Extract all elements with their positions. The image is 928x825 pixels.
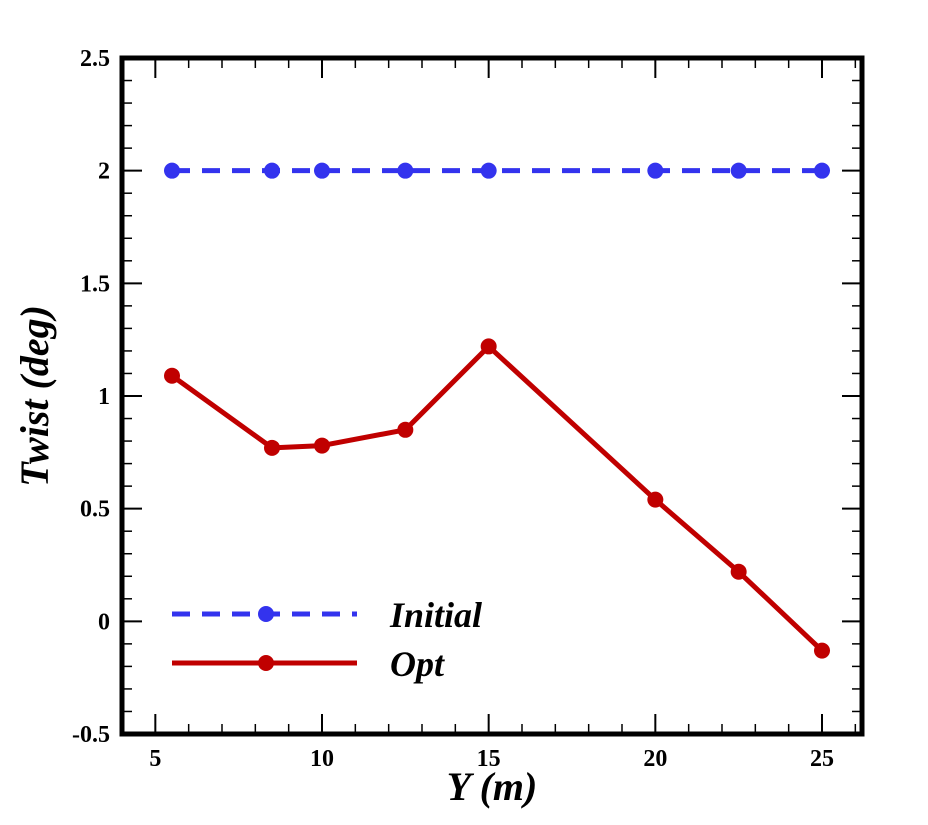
legend: Initial Opt bbox=[172, 595, 482, 684]
y-axis-title: Twist (deg) bbox=[12, 305, 57, 487]
x-tick-labels: 5 10 15 20 25 bbox=[149, 746, 834, 772]
major-ticks bbox=[122, 57, 862, 735]
data-point-opt bbox=[314, 437, 330, 454]
legend-label-initial: Initial bbox=[389, 595, 482, 635]
legend-item-initial: Initial bbox=[172, 595, 482, 635]
legend-marker-opt bbox=[258, 655, 274, 671]
data-point-initial bbox=[264, 162, 280, 179]
y-tick-label: 1 bbox=[98, 384, 110, 410]
data-point-opt bbox=[730, 563, 747, 580]
x-tick-label: 5 bbox=[149, 746, 161, 772]
y-tick-label: 0.5 bbox=[80, 497, 110, 523]
x-tick-label: 10 bbox=[310, 746, 334, 772]
x-axis-title: Y (m) bbox=[447, 764, 538, 809]
data-point-opt bbox=[397, 421, 414, 438]
data-point-initial bbox=[164, 162, 180, 179]
data-point-initial bbox=[814, 162, 830, 179]
data-point-opt bbox=[814, 642, 830, 659]
data-point-initial bbox=[314, 162, 330, 179]
y-tick-label: 2.5 bbox=[80, 46, 110, 72]
data-point-initial bbox=[480, 162, 497, 179]
series-line-opt bbox=[170, 343, 824, 653]
minor-ticks bbox=[121, 58, 862, 734]
y-tick-label: 0 bbox=[98, 609, 110, 635]
x-tick-label: 25 bbox=[810, 746, 834, 772]
y-tick-label: 1.5 bbox=[80, 271, 110, 297]
data-point-opt bbox=[647, 491, 664, 508]
data-point-opt bbox=[164, 367, 180, 384]
data-point-initial bbox=[397, 162, 414, 179]
y-tick-labels: -0.5 0 0.5 1 1.5 2 2.5 bbox=[72, 46, 110, 748]
x-tick-label: 15 bbox=[477, 746, 501, 772]
x-tick-label: 20 bbox=[643, 746, 667, 772]
y-tick-label: 2 bbox=[98, 159, 110, 185]
y-tick-label: -0.5 bbox=[72, 722, 110, 748]
data-point-opt bbox=[480, 338, 497, 355]
data-point-initial bbox=[647, 162, 664, 179]
plot-frame bbox=[119, 55, 865, 737]
legend-item-opt: Opt bbox=[172, 644, 445, 684]
data-point-opt bbox=[264, 439, 280, 456]
data-point-initial bbox=[730, 162, 747, 179]
legend-marker-initial bbox=[258, 606, 274, 622]
series-layer bbox=[164, 162, 830, 659]
legend-label-opt: Opt bbox=[390, 644, 445, 684]
